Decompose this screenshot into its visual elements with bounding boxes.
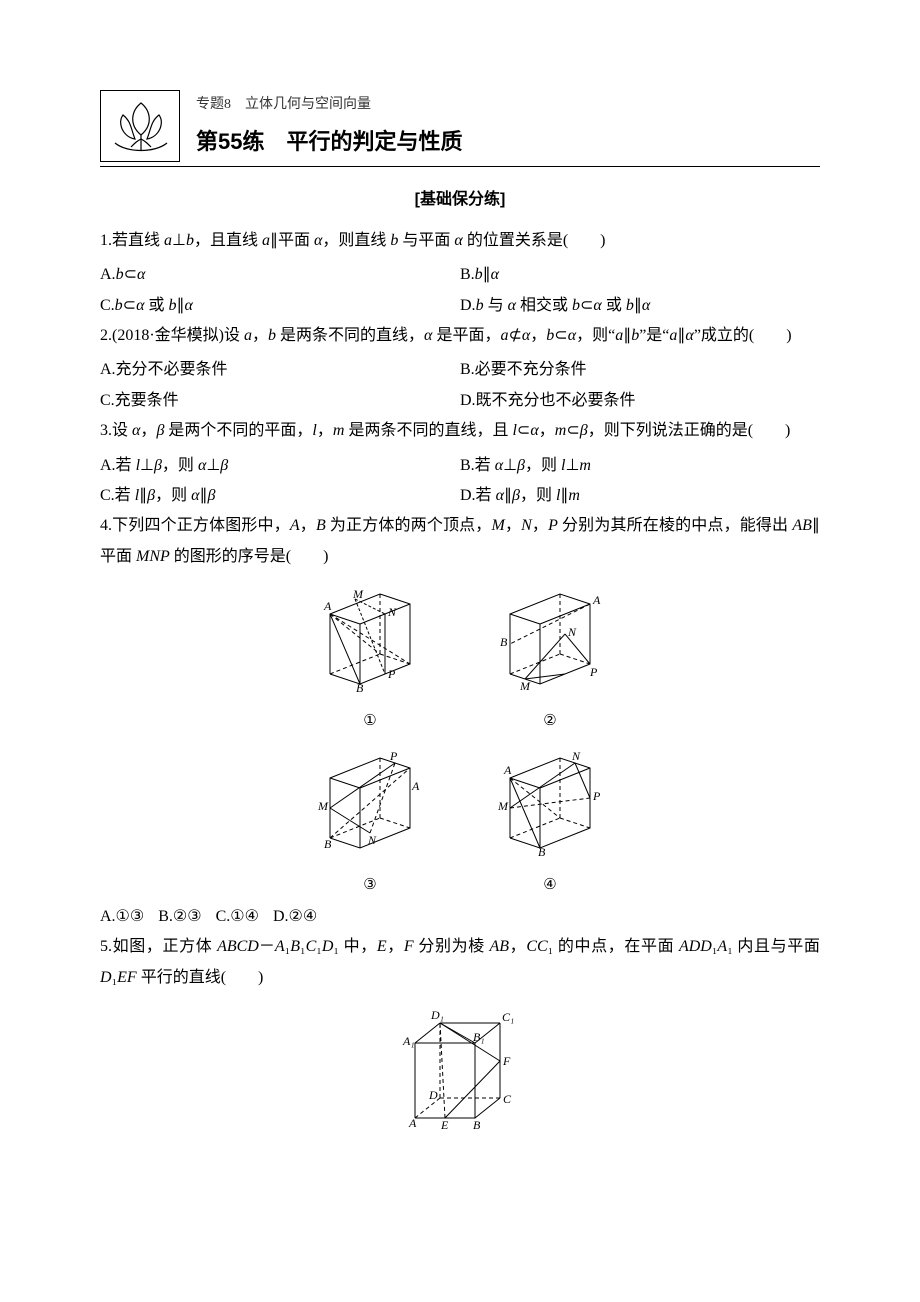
svg-text:N: N [567,625,577,639]
q4-fig-4: A N P M B ④ [490,748,610,900]
q3-opt-a: A.若 l⊥β，则 α⊥β [100,451,460,481]
flower-icon [100,90,180,162]
svg-text:N: N [571,749,581,763]
header-text-block: 专题8 立体几何与空间向量 第55练 平行的判定与性质 [196,90,820,162]
svg-text:M: M [352,587,364,601]
svg-text:D: D [428,1088,438,1102]
svg-text:B₁: B₁ [473,1030,485,1044]
section-label: [基础保分练] [100,185,820,215]
svg-text:C₁: C₁ [502,1010,514,1024]
svg-text:P: P [387,667,396,681]
svg-text:A: A [411,779,420,793]
svg-text:N: N [367,833,377,847]
svg-text:B: B [473,1118,481,1132]
lesson-header: 专题8 立体几何与空间向量 第55练 平行的判定与性质 [100,90,820,167]
svg-text:B: B [324,837,332,851]
q4-figs-row-1: A M N P B ① [100,584,820,736]
topic-line: 专题8 立体几何与空间向量 [196,92,820,119]
q4-figs-row-2: P A M N B ③ [100,748,820,900]
fig2-label: ② [490,707,610,736]
fig4-label: ④ [490,871,610,900]
q5-figure: D₁ C₁ A₁ B₁ F D C A E B [100,1003,820,1144]
svg-text:A: A [408,1116,417,1130]
q4-opt-a: A.①③ [100,902,144,932]
question-3: 3.设 α，β 是两个不同的平面，l，m 是两条不同的直线，且 l⊂α，m⊂β，… [100,416,820,446]
svg-text:M: M [317,799,329,813]
q3-opt-c: C.若 l∥β，则 α∥β [100,481,460,511]
q1-stem: 1.若直线 a⊥b，且直线 a∥平面 α，则直线 b 与平面 α 的位置关系是(… [100,232,606,249]
svg-text:A: A [592,593,601,607]
svg-text:B: B [500,635,508,649]
q1-options: A.b⊂α B.b∥α C.b⊂α 或 b∥α D.b 与 α 相交或 b⊂α … [100,260,820,321]
q1-opt-c: C.b⊂α 或 b∥α [100,291,460,321]
svg-text:P: P [592,789,601,803]
svg-text:A: A [503,763,512,777]
q2-opt-b: B.必要不充分条件 [460,355,820,385]
q4-opt-c: C.①④ [216,902,259,932]
fig3-label: ③ [310,871,430,900]
q2-opt-d: D.既不充分也不必要条件 [460,386,820,416]
q4-opt-d: D.②④ [273,902,317,932]
q4-fig-2: A B N M P ② [490,584,610,736]
question-1: 1.若直线 a⊥b，且直线 a∥平面 α，则直线 b 与平面 α 的位置关系是(… [100,226,820,256]
q1-opt-a: A.b⊂α [100,260,460,290]
lesson-title: 第55练 平行的判定与性质 [196,121,820,163]
svg-text:F: F [502,1054,511,1068]
svg-text:N: N [387,605,397,619]
q4-opt-b: B.②③ [158,902,201,932]
fig1-label: ① [310,707,430,736]
svg-text:B: B [538,845,546,858]
q1-opt-b: B.b∥α [460,260,820,290]
question-5: 5.如图，正方体 ABCD－A₁B₁C₁D₁ 中，E，F 分别为棱 AB，CC₁… [100,932,820,993]
q2-options: A.充分不必要条件 B.必要不充分条件 C.充要条件 D.既不充分也不必要条件 [100,355,820,416]
svg-text:A₁: A₁ [402,1034,415,1048]
svg-text:E: E [440,1118,449,1132]
question-2: 2.(2018·金华模拟)设 a，b 是两条不同的直线，α 是平面，a⊄α，b⊂… [100,321,820,351]
question-4: 4.下列四个正方体图形中，A，B 为正方体的两个顶点，M，N，P 分别为其所在棱… [100,511,820,572]
q2-opt-c: C.充要条件 [100,386,460,416]
q4-options: A.①③ B.②③ C.①④ D.②④ [100,902,820,932]
svg-text:A: A [323,599,332,613]
q2-opt-a: A.充分不必要条件 [100,355,460,385]
q4-fig-1: A M N P B ① [310,584,430,736]
svg-text:D₁: D₁ [430,1008,444,1022]
q1-opt-d: D.b 与 α 相交或 b⊂α 或 b∥α [460,291,820,321]
q3-opt-b: B.若 α⊥β，则 l⊥m [460,451,820,481]
svg-text:C: C [503,1092,512,1106]
svg-text:M: M [497,799,509,813]
q3-opt-d: D.若 α∥β，则 l∥m [460,481,820,511]
q3-options: A.若 l⊥β，则 α⊥β B.若 α⊥β，则 l⊥m C.若 l∥β，则 α∥… [100,451,820,512]
svg-text:P: P [589,665,598,679]
svg-text:B: B [356,681,364,694]
svg-text:M: M [519,679,531,693]
svg-text:P: P [389,749,398,763]
q4-fig-3: P A M N B ③ [310,748,430,900]
